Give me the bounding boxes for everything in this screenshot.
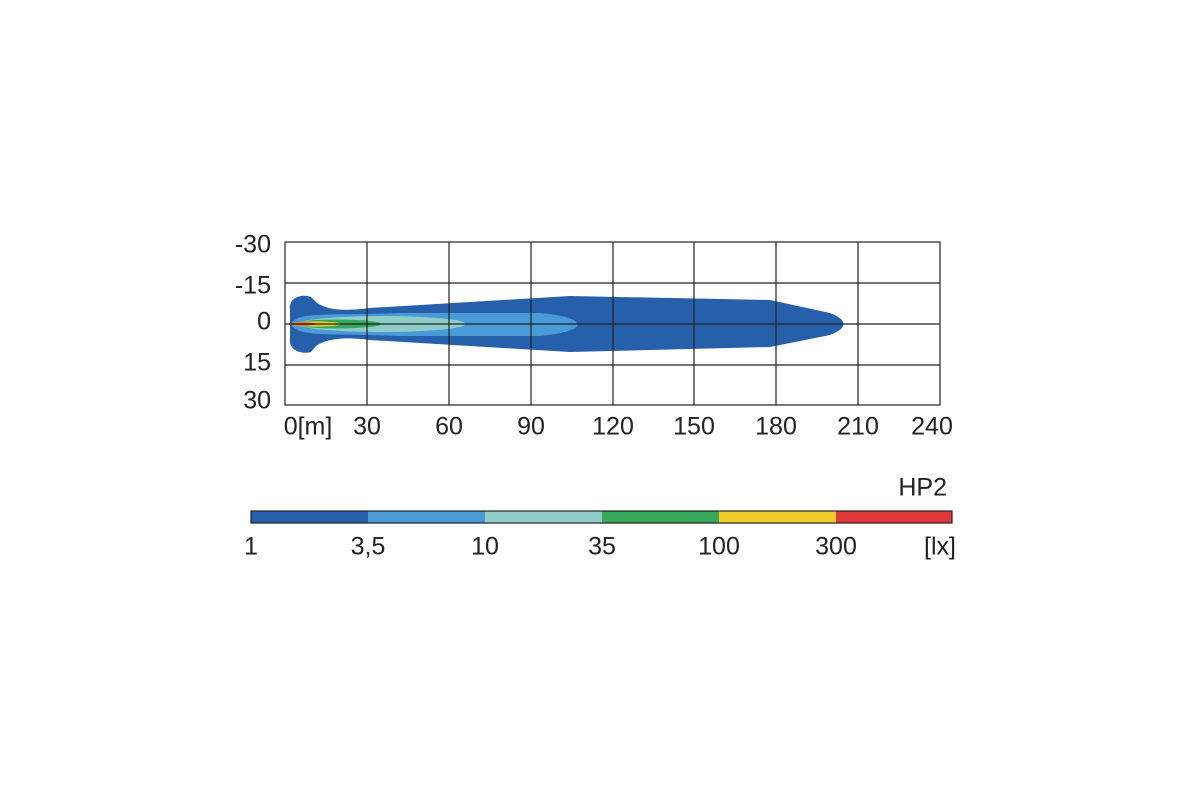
- x-tick-label: 60: [435, 413, 463, 441]
- legend-swatch: [251, 511, 368, 523]
- legend-swatch: [368, 511, 485, 523]
- legend-frame: [250, 510, 953, 524]
- x-tick-label: 180: [755, 413, 797, 441]
- x-tick-label: 30: [353, 413, 381, 441]
- legend-unit: [lx]: [924, 533, 956, 561]
- grid: [284, 241, 941, 406]
- x-tick-label: 90: [517, 413, 545, 441]
- y-tick-label: 30: [243, 387, 271, 415]
- x-tick-label: 0[m]: [284, 413, 333, 441]
- legend-swatch: [719, 511, 836, 523]
- legend-swatch: [485, 511, 602, 523]
- legend-label: 1: [244, 533, 258, 561]
- x-tick-label: 210: [837, 413, 879, 441]
- y-tick-label: -30: [235, 231, 271, 259]
- legend-swatch: [602, 511, 719, 523]
- legend-bar: [250, 510, 953, 524]
- y-tick-label: -15: [235, 272, 271, 300]
- x-tick-label: 150: [673, 413, 715, 441]
- legend-label: 10: [471, 533, 499, 561]
- legend-swatch: [836, 511, 952, 523]
- x-tick-label: 120: [592, 413, 634, 441]
- legend-label: 35: [588, 533, 616, 561]
- labels: -30 -15 0 15 30 0[m] 30 60 90 120 150 180 210 240 1 3,5…: [235, 231, 953, 561]
- y-tick-label: 15: [243, 349, 271, 377]
- legend-label: 3,5: [351, 533, 386, 561]
- x-tick-label: 240: [911, 413, 953, 441]
- legend-title: HP2: [898, 474, 947, 502]
- legend-label: 300: [815, 533, 857, 561]
- legend-label: 100: [698, 533, 740, 561]
- y-tick-label: 0: [257, 308, 271, 336]
